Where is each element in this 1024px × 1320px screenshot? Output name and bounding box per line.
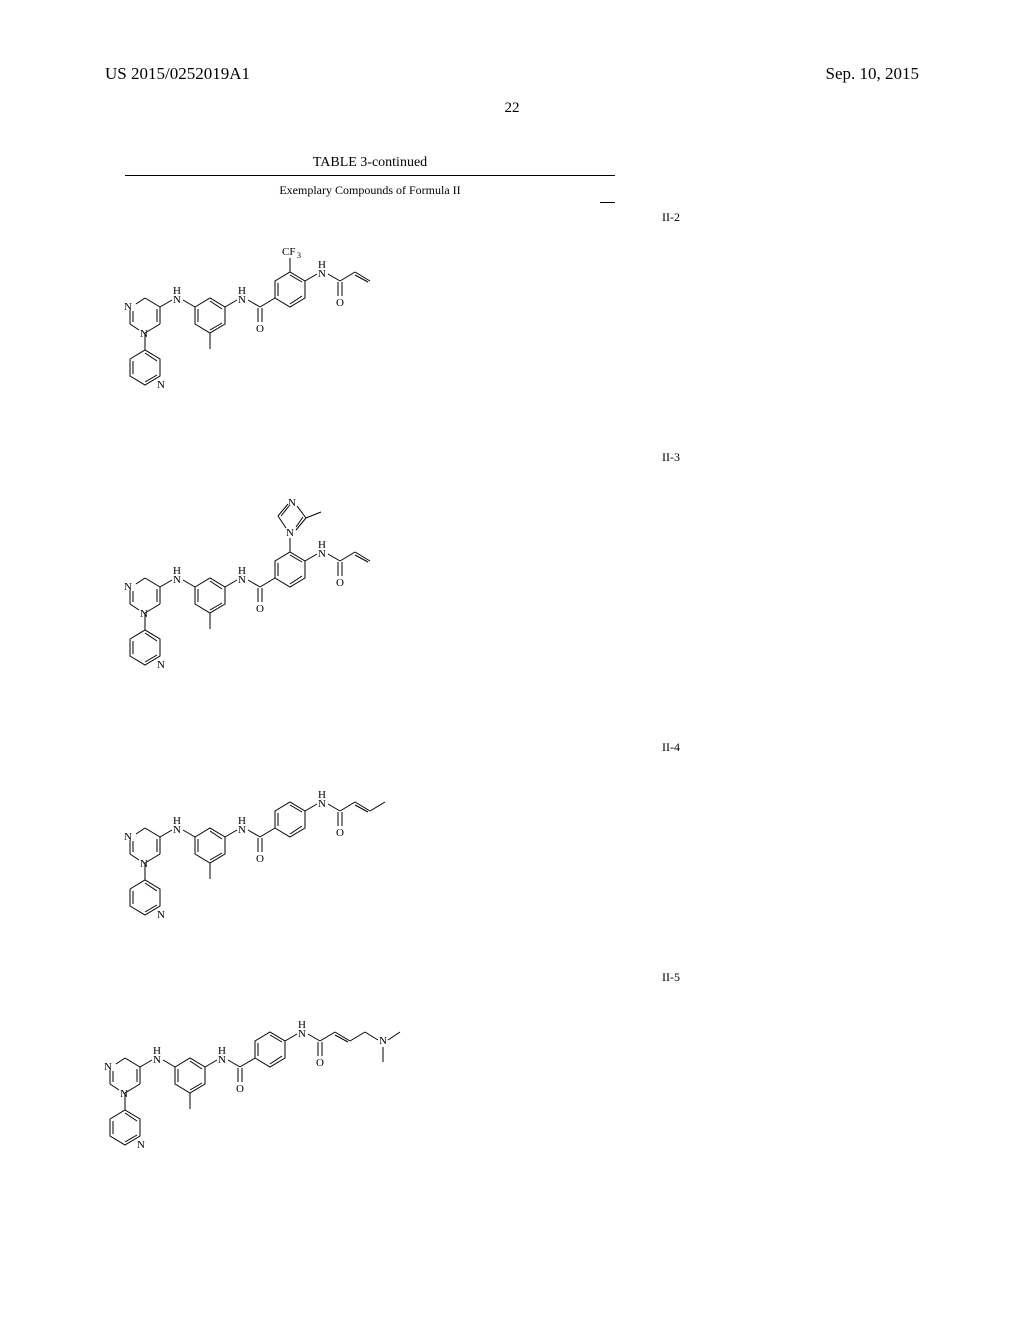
svg-text:N: N [124,831,132,843]
svg-text:O: O [256,853,264,865]
svg-text:H: H [318,789,326,801]
svg-text:N: N [157,659,165,671]
compound-id: II-5 [662,970,680,985]
svg-text:H: H [238,565,246,577]
compound-id: II-2 [662,210,680,225]
publication-number: US 2015/0252019A1 [105,64,250,84]
svg-text:H: H [318,259,326,271]
svg-text:N: N [124,301,132,313]
table-title: TABLE 3-continued [125,155,615,171]
svg-text:N: N [120,1088,128,1100]
svg-text:H: H [173,815,181,827]
svg-text:CF: CF [282,246,295,258]
svg-text:H: H [153,1045,161,1057]
svg-text:H: H [173,285,181,297]
chemical-structure: N N N N H [100,960,640,1180]
svg-text:N: N [286,527,294,539]
compound-row: II-3 N [100,440,670,720]
compound-row: II-5 N [100,960,670,1180]
svg-text:N: N [157,379,165,391]
page-header: US 2015/0252019A1 Sep. 10, 2015 [0,64,1024,84]
svg-text:N: N [288,497,296,509]
publication-date: Sep. 10, 2015 [826,64,920,84]
svg-text:O: O [316,1057,324,1069]
svg-text:O: O [256,603,264,615]
svg-text:H: H [238,815,246,827]
svg-text:N: N [379,1035,387,1047]
svg-text:O: O [336,297,344,309]
compounds-list: II-2 N N N H [100,200,670,1190]
svg-text:N: N [140,608,148,620]
svg-text:O: O [336,827,344,839]
svg-text:N: N [124,581,132,593]
svg-text:O: O [256,323,264,335]
compound-id: II-4 [662,740,680,755]
svg-text:N: N [104,1061,112,1073]
compound-row: II-2 N N N H [100,200,670,430]
svg-text:3: 3 [297,251,301,260]
svg-text:H: H [218,1045,226,1057]
svg-text:N: N [157,909,165,921]
svg-text:H: H [173,565,181,577]
svg-text:N: N [140,328,148,340]
chemical-structure: N N N N H [100,440,600,720]
compound-id: II-3 [662,450,680,465]
svg-text:H: H [318,539,326,551]
chemical-structure: N N N N H [100,730,600,950]
chemical-structure: N N N H [100,200,600,430]
svg-text:O: O [236,1083,244,1095]
page-number: 22 [0,100,1024,117]
svg-text:H: H [238,285,246,297]
svg-text:N: N [140,858,148,870]
svg-text:H: H [298,1019,306,1031]
svg-text:N: N [137,1139,145,1151]
compound-row: II-4 N [100,730,670,950]
table-subtitle: Exemplary Compounds of Formula II [125,179,615,202]
table-header: TABLE 3-continued Exemplary Compounds of… [125,155,615,203]
svg-text:O: O [336,577,344,589]
